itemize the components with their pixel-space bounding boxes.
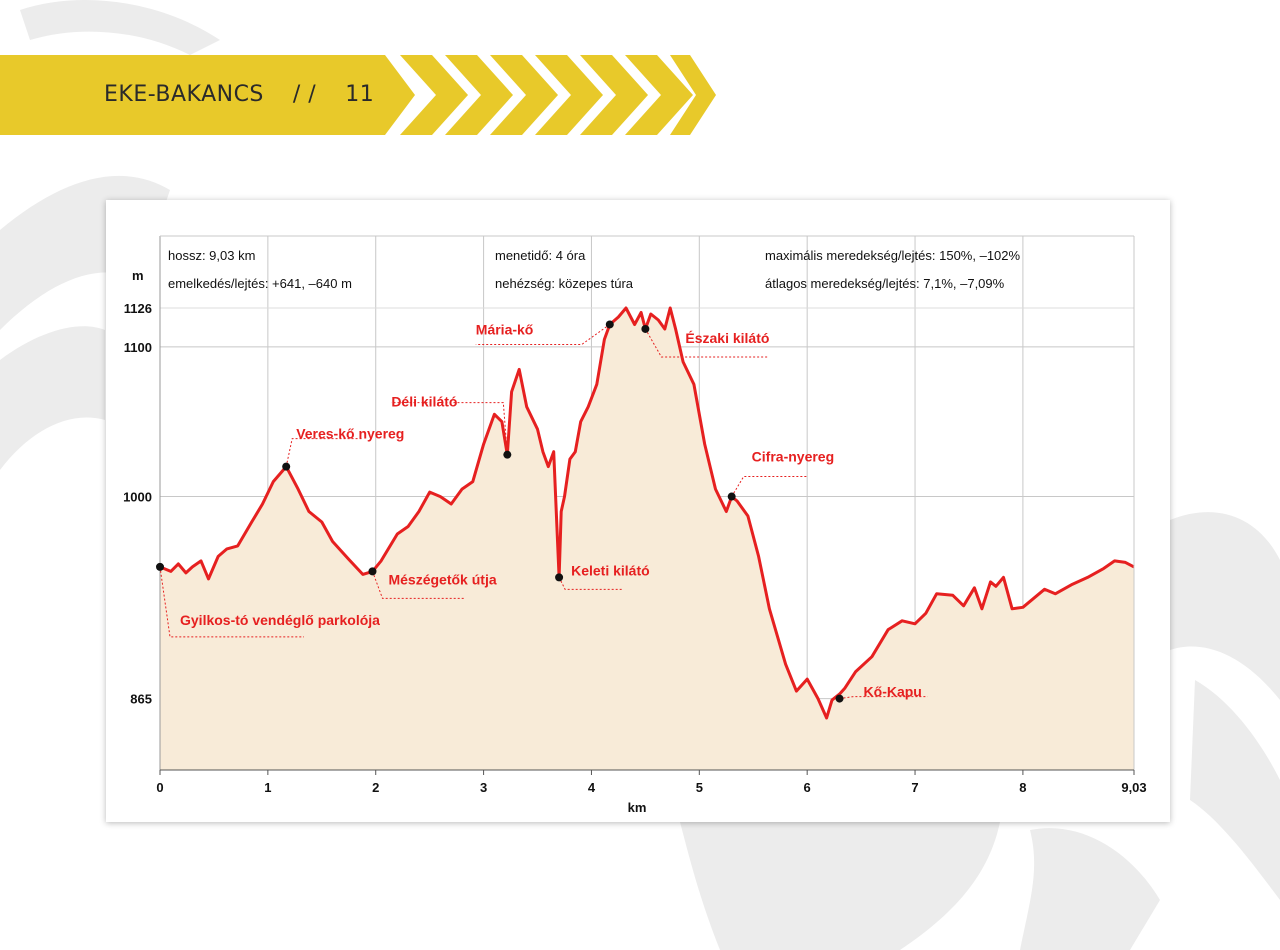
- page-number: 11: [345, 82, 375, 107]
- annotation-label: Kő-Kapu: [864, 684, 922, 700]
- x-tick-label: 8: [1019, 780, 1026, 795]
- annotation-marker: [156, 562, 164, 571]
- banner-chevron: [400, 55, 468, 135]
- annotation-leader: [558, 577, 624, 590]
- background-shape: [680, 822, 1000, 950]
- annotation-leader: [644, 328, 768, 358]
- annotation-marker: [555, 573, 564, 582]
- x-tick-label: 0: [156, 780, 163, 795]
- annotation-marker: [282, 462, 291, 471]
- y-tick-label: 1100: [124, 340, 152, 355]
- banner-chevron: [445, 55, 513, 135]
- annotation-label: Mészégetők útja: [388, 571, 496, 587]
- y-tick-label: 865: [130, 692, 152, 707]
- x-axis-label: km: [628, 800, 647, 815]
- background-shape: [0, 326, 105, 470]
- elevation-line: [159, 306, 1135, 720]
- y-axis-label: m: [132, 268, 144, 283]
- info-length: hossz: 9,03 km: [168, 248, 255, 263]
- waypoint-annotations: Gyilkos-tó vendéglő parkolója Veres-kő ny…: [156, 320, 928, 703]
- page-header: EKE-BAKANCS / / 11: [104, 78, 374, 112]
- x-tick-label: 4: [588, 780, 596, 795]
- x-tick-label: 3: [480, 780, 487, 795]
- banner-bar: [0, 55, 415, 135]
- x-tick-label: 5: [696, 780, 703, 795]
- y-tick-label: 1126: [124, 301, 152, 316]
- annotation-label: Cifra-nyereg: [752, 449, 834, 465]
- annotation-leader: [159, 566, 304, 638]
- info-difficulty: nehézség: közepes túra: [495, 276, 634, 291]
- book-title: EKE-BAKANCS: [104, 82, 264, 107]
- background-shape: [20, 0, 220, 55]
- info-avg-slope: átlagos meredekség/lejtés: 7,1%, –7,09%: [765, 276, 1005, 291]
- annotation-leader: [285, 438, 363, 467]
- elevation-profile-card: 0 1 2 3 4 5 6 7 8 9,03 865 1000 1100 1126 m km hossz…: [106, 200, 1170, 822]
- annotation-marker: [605, 320, 614, 329]
- banner-chevron: [670, 55, 716, 135]
- annotation-label: Mária-kő: [476, 321, 534, 337]
- x-tick-label: 6: [804, 780, 811, 795]
- x-tick-label: 1: [264, 780, 271, 795]
- annotation-marker: [835, 694, 844, 703]
- x-tick-label: 2: [372, 780, 379, 795]
- annotation-label: Északi kilátó: [685, 330, 769, 346]
- x-tick-label: 9,03: [1121, 780, 1146, 795]
- banner-chevron: [580, 55, 648, 135]
- banner-chevron: [535, 55, 603, 135]
- info-max-slope: maximális meredekség/lejtés: 150%, –102%: [765, 248, 1021, 263]
- elevation-area: [160, 308, 1134, 770]
- annotation-leader: [372, 571, 465, 599]
- background-shape: [1190, 680, 1280, 900]
- annotation-marker: [368, 567, 377, 576]
- info-ascent-descent: emelkedés/lejtés: +641, –640 m: [168, 276, 352, 291]
- banner-chevron: [490, 55, 558, 135]
- info-panel: hossz: 9,03 km emelkedés/lejtés: +641, –…: [168, 248, 1021, 291]
- annotation-leader: [839, 696, 928, 700]
- banner-chevron: [625, 55, 693, 135]
- header-separator: / /: [292, 82, 317, 107]
- background-shape: [1170, 512, 1280, 700]
- annotation-label: Gyilkos-tó vendéglő parkolója: [180, 612, 380, 628]
- annotation-leader: [731, 476, 808, 497]
- elevation-chart: 0 1 2 3 4 5 6 7 8 9,03 865 1000 1100 1126 m km hossz…: [123, 235, 1147, 815]
- x-tick-label: 7: [911, 780, 918, 795]
- annotation-leader: [391, 402, 508, 455]
- x-axis-ticks: 0 1 2 3 4 5 6 7 8 9,03: [156, 770, 1147, 795]
- annotation-label: Veres-kő nyereg: [296, 426, 404, 442]
- annotation-label: Keleti kilátó: [571, 562, 650, 578]
- annotation-label: Déli kilátó: [391, 394, 457, 410]
- annotation-leader: [475, 324, 611, 345]
- annotation-marker: [727, 492, 736, 501]
- y-tick-label: 1000: [123, 490, 152, 505]
- background-shape: [1020, 828, 1160, 950]
- annotation-marker: [641, 324, 650, 333]
- y-axis-ticks: 865 1000 1100 1126: [123, 301, 152, 707]
- header-banner: [0, 55, 716, 135]
- annotation-marker: [503, 450, 512, 459]
- info-time: menetidő: 4 óra: [495, 248, 586, 263]
